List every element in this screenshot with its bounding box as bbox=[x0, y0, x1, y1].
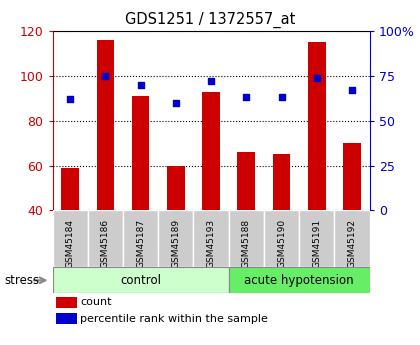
Point bbox=[67, 97, 74, 102]
Text: count: count bbox=[80, 297, 112, 307]
Point bbox=[173, 100, 179, 106]
Bar bbox=[264, 210, 299, 267]
Point bbox=[313, 75, 320, 80]
Text: GDS1251 / 1372557_at: GDS1251 / 1372557_at bbox=[125, 12, 295, 28]
Text: GSM45184: GSM45184 bbox=[66, 219, 75, 268]
Bar bbox=[52, 267, 228, 293]
Bar bbox=[158, 210, 194, 267]
Bar bbox=[56, 297, 76, 308]
Bar bbox=[273, 155, 290, 210]
Text: stress: stress bbox=[4, 274, 39, 287]
Text: GSM45188: GSM45188 bbox=[242, 219, 251, 268]
Bar bbox=[194, 210, 228, 267]
Text: control: control bbox=[120, 274, 161, 287]
Text: GSM45190: GSM45190 bbox=[277, 219, 286, 268]
Point bbox=[349, 88, 355, 93]
Text: GSM45189: GSM45189 bbox=[171, 219, 180, 268]
Text: GSM45192: GSM45192 bbox=[347, 219, 357, 268]
Text: GSM45193: GSM45193 bbox=[207, 219, 215, 268]
Bar bbox=[343, 143, 361, 210]
Bar bbox=[56, 313, 76, 324]
Bar bbox=[132, 96, 150, 210]
Bar bbox=[88, 210, 123, 267]
Text: GSM45191: GSM45191 bbox=[312, 219, 321, 268]
Bar bbox=[308, 42, 326, 210]
Bar bbox=[97, 40, 114, 210]
Text: percentile rank within the sample: percentile rank within the sample bbox=[80, 314, 268, 324]
Point bbox=[278, 95, 285, 100]
Bar bbox=[52, 210, 88, 267]
Bar bbox=[228, 210, 264, 267]
Bar bbox=[167, 166, 185, 210]
Point bbox=[137, 82, 144, 88]
Text: GSM45187: GSM45187 bbox=[136, 219, 145, 268]
Bar bbox=[202, 91, 220, 210]
Text: GSM45186: GSM45186 bbox=[101, 219, 110, 268]
Bar bbox=[61, 168, 79, 210]
Point bbox=[102, 73, 109, 79]
Text: acute hypotension: acute hypotension bbox=[244, 274, 354, 287]
Bar bbox=[334, 210, 370, 267]
Bar bbox=[237, 152, 255, 210]
Bar bbox=[123, 210, 158, 267]
Bar bbox=[299, 210, 334, 267]
Point bbox=[243, 95, 249, 100]
Point bbox=[208, 79, 215, 84]
Bar bbox=[228, 267, 370, 293]
